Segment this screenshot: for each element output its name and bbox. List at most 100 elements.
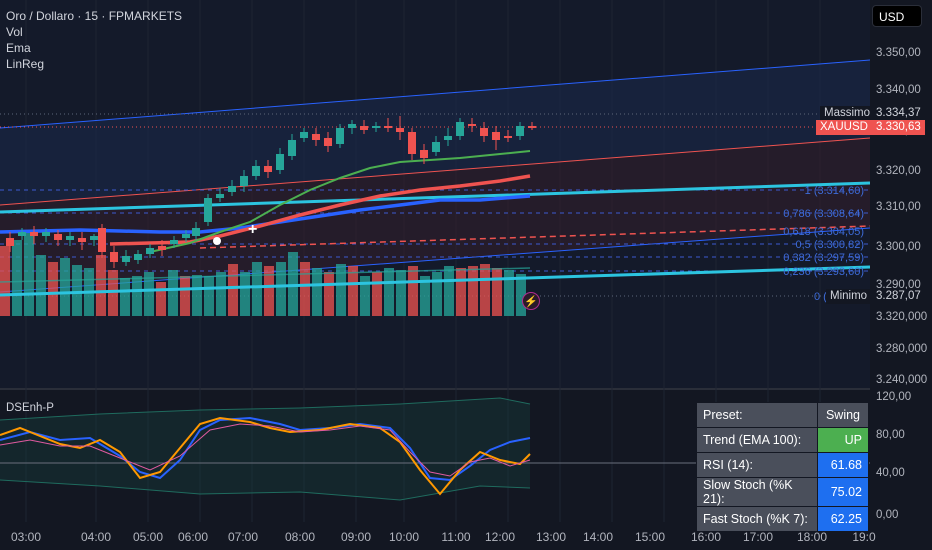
stats-row: RSI (14): 61.68 [697,453,868,477]
stats-row: Fast Stoch (%K 7): 62.25 [697,507,868,531]
lightning-icon[interactable]: ⚡ [522,292,540,310]
candle-body [30,232,38,236]
candle-body [54,234,62,240]
stats-header-value: Swing [818,403,868,427]
volume-bars [0,232,526,316]
legend-vol[interactable]: Vol [6,25,23,39]
regression-upper-line [0,59,871,129]
stats-key: Fast Stoch (%K 7): [697,507,817,531]
stats-header-row: Preset: Swing [697,403,868,427]
legend-ema[interactable]: Ema [6,41,31,55]
price-tick: 3.240,000 [876,374,927,386]
trendline-teal-thin [0,267,531,283]
time-tick: 17:00 [743,530,773,544]
regression-channel-upper [0,60,870,205]
massimo-label-tag: Massimo [820,106,875,121]
candle-body [170,240,178,244]
candle-body [252,166,260,176]
ema-green-line [149,150,531,253]
price-tick: 3.320,000 [876,311,927,323]
candle-body [348,124,356,128]
price-axis[interactable] [870,0,932,522]
candle-body [42,232,50,236]
time-tick: 05:00 [133,530,163,544]
candlesticks [6,116,536,268]
candle-body [492,132,500,140]
time-tick: 06:00 [178,530,208,544]
price-tick: 3.320,00 [876,165,921,177]
candle-body [336,128,344,144]
candle-body [78,238,86,242]
time-tick: 12:00 [485,530,515,544]
legend-linreg[interactable]: LinReg [6,57,45,71]
candle-body [98,228,106,252]
time-tick: 16:00 [691,530,721,544]
fib-label-0382: 0,382 (3.297,59) [783,252,864,264]
symbol-price-tag: 3.330,63 [872,120,925,135]
candle-body [432,142,440,152]
time-tick: 18:00 [797,530,827,544]
stats-key: RSI (14): [697,453,817,477]
time-tick: 04:00 [81,530,111,544]
candle-body [240,176,248,186]
stats-table: Preset: Swing Trend (EMA 100): UP RSI (1… [696,402,869,532]
candle-body [192,228,200,236]
currency-button[interactable]: USD [872,5,922,27]
price-tick: 3.310,00 [876,201,921,213]
time-tick: 19:0 [852,530,876,544]
time-tick: 11:00 [441,530,470,544]
fib-618-line [199,225,871,249]
osc-tick: 120,00 [876,391,911,403]
candle-body [216,194,224,198]
candle-body [122,256,130,262]
candle-body [420,150,428,158]
candle-body [300,132,308,138]
time-axis-labels: 03:00 04:00 05:00 06:00 07:00 08:00 09:0… [11,530,876,544]
stats-header-key: Preset: [697,403,817,427]
osc-tick: 40,00 [876,467,905,479]
candle-body [264,166,272,172]
osc-pink-line [0,423,531,477]
candle-body [90,236,98,240]
minimo-value-tag: 3.287,07 [872,289,925,304]
ema-red-line [109,174,531,246]
candle-body [516,126,524,136]
stats-value: 61.68 [818,453,868,477]
symbol-title[interactable]: Oro / Dollaro · 15 · FPMARKETS [6,9,183,23]
minimo-label-tag: Minimo [826,289,872,304]
candle-body [324,138,332,146]
candle-body [134,254,142,260]
signal-cross: + [248,221,257,238]
candle-body [444,136,452,140]
candle-body [18,232,26,236]
time-tick: 08:00 [285,530,315,544]
time-tick: 10:00 [389,530,419,544]
stats-row: Slow Stoch (%K 21): 75.02 [697,478,868,506]
trendline-cyan-upper [0,181,871,214]
candle-body [456,122,464,136]
price-tick: 3.280,000 [876,343,927,355]
indicator-name[interactable]: DSEnh-P [6,402,54,414]
candle-body [6,238,14,246]
candle-body [468,124,476,126]
time-tick: 15:00 [635,530,665,544]
candle-body [182,234,190,238]
candle-body [276,154,284,170]
symbol-label-tag: XAUUSD [816,120,872,135]
fib-label-1: 1 (3.314,60) [805,185,864,197]
stats-row: Trend (EMA 100): UP [697,428,868,452]
candle-body [204,198,212,222]
osc-tick: 80,00 [876,429,905,441]
time-tick: 07:00 [228,530,258,544]
time-tick: 03:00 [11,530,41,544]
fib-label-05: 0,5 (3.300,82) [796,239,865,251]
fib-labels: 1 (3.314,60) 0,786 (3.308,64) 0,618 (3.3… [783,185,864,303]
osc-band [0,398,530,500]
price-tick: 3.300,00 [876,241,921,253]
osc-tick: 0,00 [876,509,898,521]
osc-band-bottom [0,479,531,501]
stats-key: Slow Stoch (%K 21): [697,478,817,506]
osc-band-top [0,397,531,421]
candle-body [408,132,416,154]
